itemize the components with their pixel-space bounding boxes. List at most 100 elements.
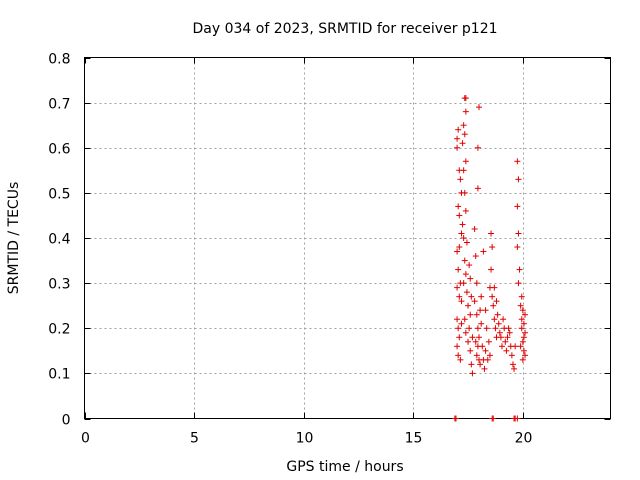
data-point (518, 293, 525, 300)
data-points (451, 95, 529, 422)
data-point (502, 338, 509, 345)
data-point (497, 334, 504, 341)
data-point (514, 158, 521, 165)
x-tick-label: 10 (296, 431, 314, 447)
data-point (486, 352, 493, 359)
data-point (519, 307, 526, 314)
data-point (517, 343, 524, 350)
data-point (456, 212, 463, 219)
x-tick-label: 0 (81, 431, 90, 447)
data-point (454, 135, 461, 142)
y-tick-label: 0.6 (48, 142, 70, 158)
data-point (482, 347, 489, 354)
data-point (522, 352, 529, 359)
data-point (461, 189, 468, 196)
data-point (459, 221, 466, 228)
data-point (462, 108, 469, 115)
data-point (520, 347, 527, 354)
data-point (460, 280, 467, 287)
data-point (495, 320, 502, 327)
data-point (509, 361, 516, 368)
data-point (467, 347, 474, 354)
data-point (500, 316, 507, 323)
data-point (499, 343, 506, 350)
data-point (456, 293, 463, 300)
x-axis-label: GPS time / hours (286, 459, 403, 475)
data-point (493, 298, 500, 305)
y-tick-label: 0.8 (48, 52, 70, 68)
plot-frame (84, 57, 611, 419)
data-point (462, 158, 469, 165)
data-point (474, 144, 481, 151)
data-point (457, 356, 464, 363)
data-point (459, 140, 466, 147)
data-point (520, 320, 527, 327)
data-point (462, 329, 469, 336)
data-point (478, 293, 485, 300)
data-point (477, 307, 484, 314)
data-point (518, 316, 525, 323)
data-point (465, 338, 472, 345)
data-point (460, 235, 467, 241)
data-point (476, 334, 482, 341)
data-point (490, 302, 497, 309)
data-point (483, 325, 490, 332)
data-point (454, 316, 461, 323)
x-tick-label: 15 (405, 431, 423, 447)
data-point (469, 370, 476, 377)
data-point (515, 176, 522, 183)
axis-ticks: 0 0.1 0.2 0.3 0.4 0.5 0.6 0.7 0.8 0 5 10 15 20 (48, 52, 611, 447)
data-point (466, 325, 473, 332)
data-point (473, 352, 480, 359)
data-point (455, 325, 462, 332)
data-point (504, 334, 511, 341)
data-point (506, 329, 513, 336)
data-point (522, 311, 529, 318)
data-point (457, 176, 464, 183)
data-point (480, 248, 487, 255)
data-point (454, 343, 461, 350)
data-point (492, 325, 499, 332)
data-point (520, 334, 527, 341)
y-tick-label: 0 (62, 413, 71, 429)
data-point (463, 289, 470, 296)
data-point (456, 244, 463, 251)
data-point (488, 230, 495, 237)
data-point (468, 293, 475, 300)
data-point (458, 230, 465, 237)
data-point (455, 266, 462, 273)
data-point (474, 325, 481, 332)
data-point (472, 253, 479, 260)
data-point (467, 311, 474, 318)
data-point (485, 338, 492, 345)
data-point (467, 275, 474, 282)
data-point (505, 325, 512, 332)
data-point (461, 316, 468, 323)
data-point (515, 230, 522, 237)
data-point (481, 365, 488, 372)
data-point (491, 284, 498, 291)
data-point (484, 356, 491, 363)
data-point (471, 225, 478, 232)
data-point (466, 262, 473, 269)
x-tick-label: 5 (190, 431, 199, 447)
chart-title: Day 034 of 2023, SRMTID for receiver p12… (192, 21, 497, 37)
data-point (465, 302, 472, 309)
y-tick-label: 0.5 (48, 187, 70, 203)
data-point (517, 302, 524, 309)
data-point (515, 280, 522, 287)
data-point (469, 334, 476, 341)
data-point (468, 361, 475, 368)
data-point (519, 356, 526, 363)
data-point (477, 361, 484, 368)
y-tick-label: 0.3 (48, 277, 70, 293)
y-tick-label: 0.1 (48, 367, 70, 383)
data-point (460, 167, 467, 174)
data-point (456, 334, 463, 341)
data-point (472, 338, 479, 345)
data-point (455, 352, 462, 359)
y-tick-label: 0.2 (48, 322, 70, 338)
y-tick-label: 0.7 (48, 97, 70, 113)
data-point (454, 144, 461, 151)
